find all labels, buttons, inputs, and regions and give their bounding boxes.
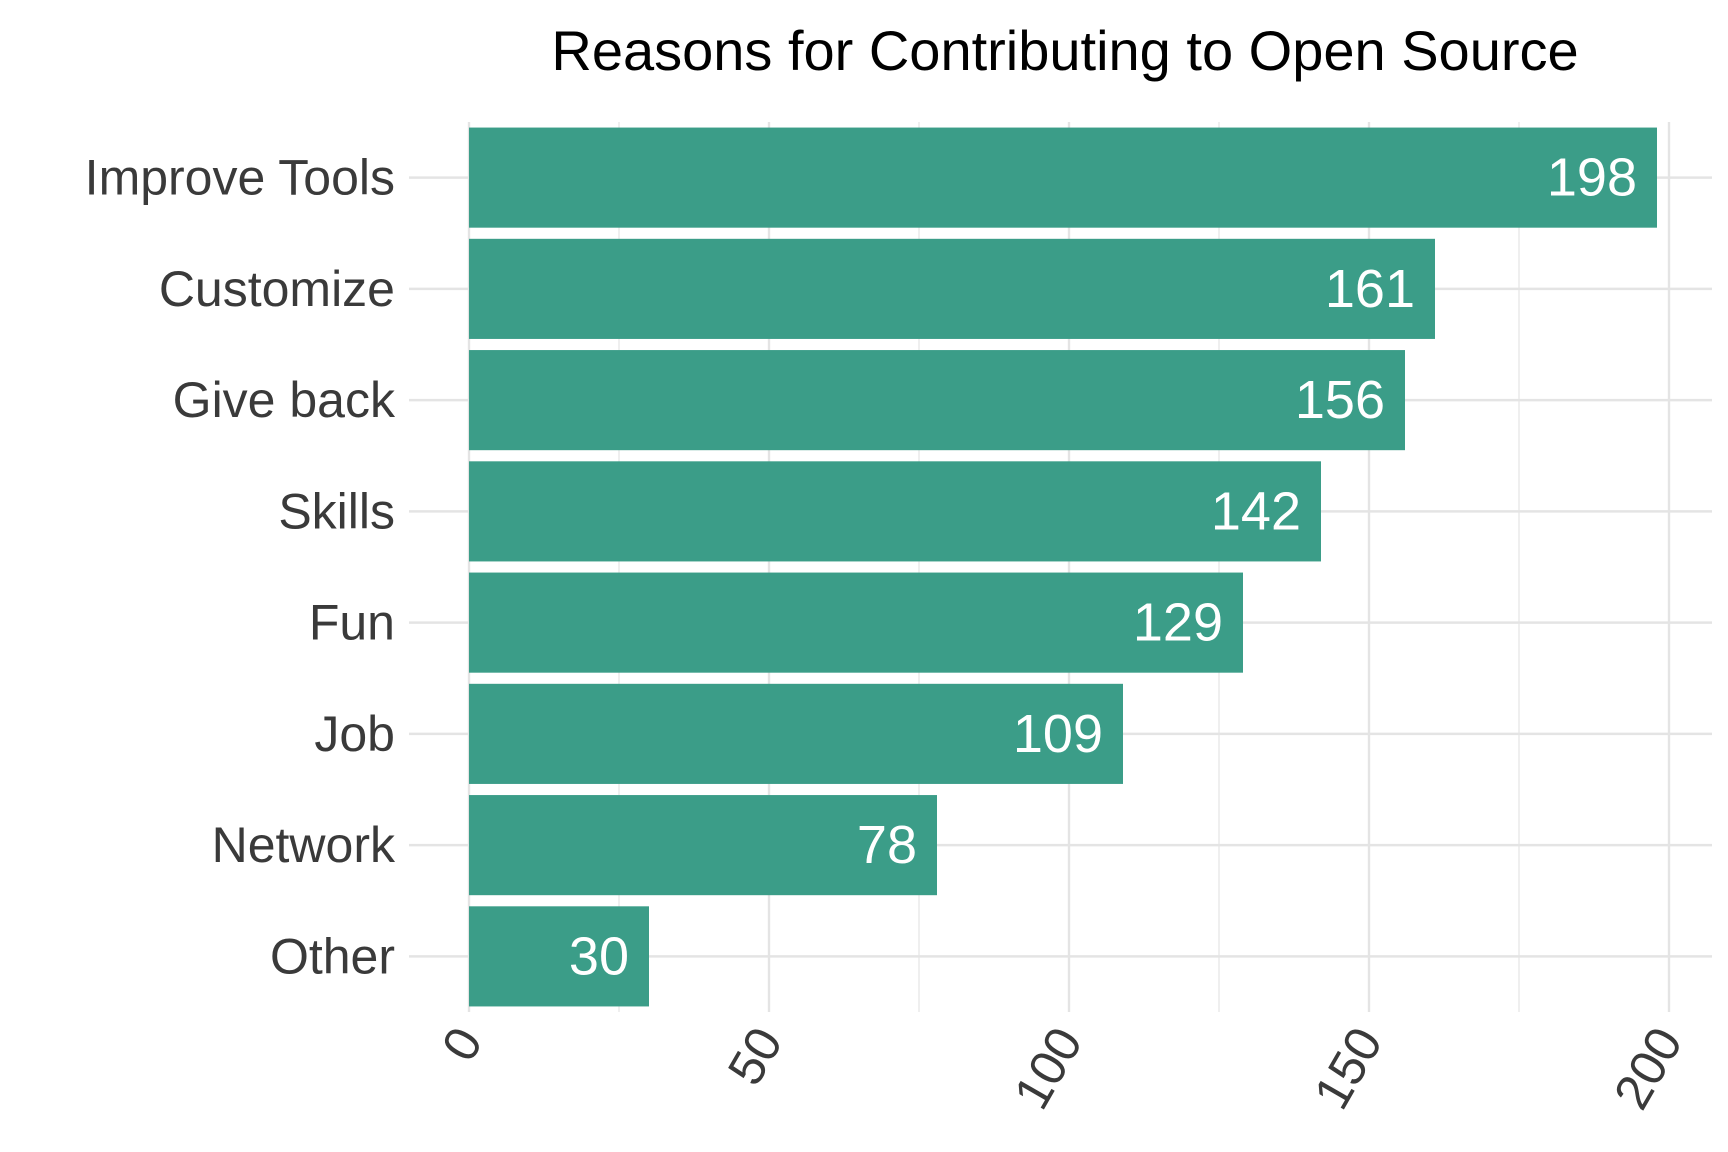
category-label: Improve Tools <box>85 150 395 206</box>
category-label: Give back <box>173 372 396 428</box>
bar-value-label: 142 <box>1211 481 1301 541</box>
bar-value-label: 30 <box>569 926 629 986</box>
bar-job <box>469 683 1123 784</box>
category-label: Other <box>270 928 395 984</box>
bar-other <box>469 906 649 1007</box>
bar-fun <box>469 572 1243 673</box>
category-label: Fun <box>309 595 395 651</box>
x-tick-label: 50 <box>717 1018 793 1094</box>
category-axis-labels: Improve Tools Customize Give back Skills Fun… <box>85 150 396 985</box>
bar-network <box>469 795 937 896</box>
bar-customize <box>469 238 1435 339</box>
bars <box>469 127 1657 1007</box>
x-tick-label: 150 <box>1303 1018 1393 1118</box>
bar-improve-tools <box>469 127 1657 228</box>
category-label: Customize <box>159 261 395 317</box>
value-axis-tick-labels: 0 50 100 150 200 <box>431 1018 1693 1118</box>
bar-value-label: 78 <box>857 815 917 875</box>
bar-value-label: 109 <box>1013 704 1103 764</box>
x-tick-label: 0 <box>431 1018 493 1070</box>
category-label: Skills <box>278 483 395 539</box>
bar-value-label: 156 <box>1295 370 1385 430</box>
bar-give-back <box>469 350 1405 451</box>
chart-title: Reasons for Contributing to Open Source <box>551 19 1578 82</box>
x-tick-label: 200 <box>1603 1018 1693 1118</box>
category-label: Job <box>314 706 395 762</box>
bar-value-label: 129 <box>1133 593 1223 653</box>
category-label: Network <box>212 817 396 873</box>
bar-value-labels: 198 161 156 142 129 109 78 30 <box>569 148 1637 987</box>
bar-value-label: 161 <box>1325 259 1415 319</box>
bar-skills <box>469 461 1321 562</box>
x-tick-label: 100 <box>1003 1018 1093 1118</box>
bar-value-label: 198 <box>1547 148 1637 208</box>
